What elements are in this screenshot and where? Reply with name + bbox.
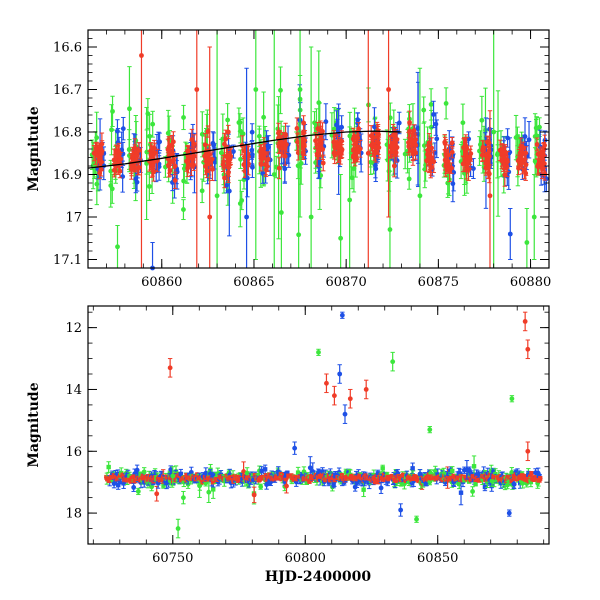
top-point-red (258, 148, 264, 164)
top-point-red (281, 131, 287, 156)
top-data-points (89, 29, 549, 271)
top-point-blue (120, 116, 126, 141)
top-panel-zoomed-light-curve: 60860 60865 60870 60875 60880 16.6 16.7 16.8 16… (26, 29, 551, 290)
bottom-y-tick-label: 16 (65, 445, 82, 460)
top-point-red (276, 157, 282, 180)
bottom-point-red (537, 476, 543, 481)
top-point-red (320, 154, 326, 172)
top-x-tick-label: 60880 (510, 275, 551, 290)
bottom-x-tick-label: 60750 (152, 551, 193, 566)
bottom-panel-full-light-curve: 60750 60800 60850 12 14 16 18 Magnitude HJD-2… (26, 305, 550, 585)
top-point-blue (286, 142, 292, 168)
top-point-green (144, 106, 149, 220)
top-point-red (135, 162, 141, 176)
top-point-red (191, 147, 197, 165)
top-point-green (199, 178, 205, 204)
top-x-tick-label: 60860 (141, 275, 182, 290)
bottom-x-tick-label: 60800 (285, 551, 326, 566)
bottom-x-axis-label: HJD-2400000 (265, 569, 372, 585)
top-point-red (221, 154, 226, 169)
top-point-red (301, 115, 306, 131)
bottom-y-tick-label: 14 (65, 383, 82, 398)
top-y-tick-label: 17 (65, 211, 82, 226)
top-point-red (186, 154, 191, 174)
bottom-y-tick-label: 12 (65, 321, 82, 336)
top-point-red (225, 124, 231, 140)
top-point-red (265, 151, 271, 168)
top-point-red (99, 140, 105, 162)
bottom-point-green (380, 464, 385, 472)
top-point-red (188, 154, 194, 176)
top-y-tick-label: 16.6 (53, 41, 82, 56)
top-point-blue (115, 119, 120, 144)
top-point-red (222, 167, 227, 189)
top-point-red (115, 148, 121, 164)
top-point-green (109, 173, 115, 204)
top-y-tick-label: 17.1 (53, 253, 82, 268)
top-point-green (278, 66, 283, 115)
top-point-red (339, 141, 345, 159)
top-point-red (315, 121, 321, 136)
top-point-red (350, 151, 356, 164)
top-point-red (151, 162, 157, 182)
top-y-tick-label: 16.8 (53, 126, 82, 141)
top-point-green (150, 110, 156, 138)
bottom-y-axis-label: Magnitude (26, 382, 42, 467)
top-point-red (263, 162, 269, 177)
top-point-green (181, 163, 187, 199)
top-point-red (354, 135, 360, 159)
top-point-blue (157, 132, 163, 152)
top-y-tick-label: 16.9 (53, 168, 82, 183)
top-point-red (332, 136, 338, 153)
top-point-red (301, 133, 307, 156)
top-point-green (237, 179, 243, 228)
top-point-green (146, 171, 152, 201)
top-point-green (181, 199, 186, 221)
bottom-plot-area (88, 306, 549, 544)
top-point-red (94, 141, 100, 155)
top-point-red (167, 165, 173, 177)
top-point-green (238, 118, 243, 144)
top-point-red (227, 152, 233, 167)
top-point-red (170, 131, 176, 153)
top-point-red (172, 157, 178, 176)
bottom-y-tick-label: 18 (65, 507, 82, 522)
top-point-red (209, 151, 215, 168)
top-point-blue (249, 123, 255, 142)
top-x-tick-label: 60865 (233, 275, 274, 290)
bottom-x-tick-label: 60850 (417, 551, 458, 566)
top-y-tick-label: 16.7 (53, 83, 82, 98)
top-point-green (181, 104, 186, 131)
top-point-red (316, 143, 322, 158)
top-x-tick-label: 60870 (325, 275, 366, 290)
top-x-tick-label: 60875 (418, 275, 459, 290)
top-y-axis-label: Magnitude (26, 106, 42, 191)
top-point-green (238, 149, 243, 169)
bottom-point-red (529, 470, 534, 476)
top-point-red (185, 144, 191, 157)
